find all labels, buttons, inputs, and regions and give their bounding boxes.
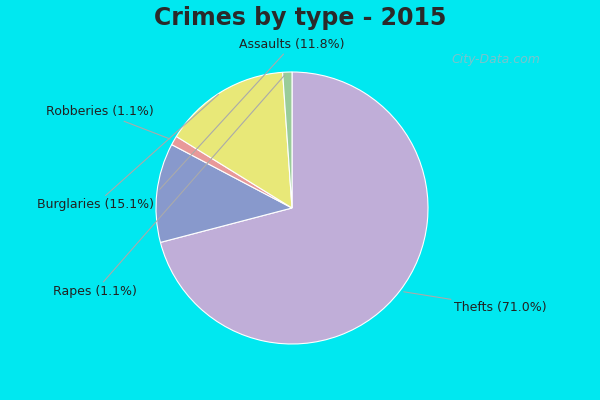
Wedge shape <box>172 136 292 208</box>
Text: City-Data.com: City-Data.com <box>452 53 541 66</box>
Wedge shape <box>156 145 292 242</box>
Text: Robberies (1.1%): Robberies (1.1%) <box>46 106 170 139</box>
Text: Thefts (71.0%): Thefts (71.0%) <box>404 292 547 314</box>
Wedge shape <box>160 72 428 344</box>
Text: Rapes (1.1%): Rapes (1.1%) <box>53 75 284 298</box>
Text: Assaults (11.8%): Assaults (11.8%) <box>160 38 345 189</box>
Wedge shape <box>283 72 292 208</box>
Text: Crimes by type - 2015: Crimes by type - 2015 <box>154 6 446 30</box>
Wedge shape <box>176 72 292 208</box>
Text: Burglaries (15.1%): Burglaries (15.1%) <box>37 94 218 211</box>
